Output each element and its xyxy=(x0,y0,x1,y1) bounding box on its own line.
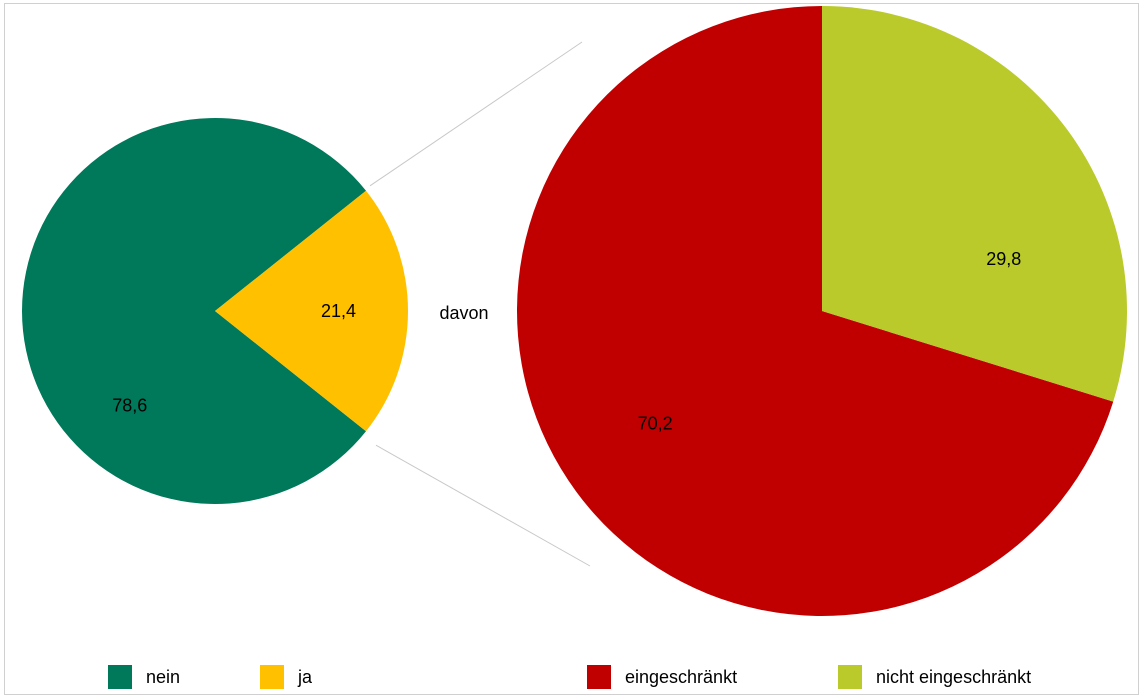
legend-label-nicht-eingeschraenkt: nicht eingeschränkt xyxy=(876,666,1032,687)
legend-swatch-nein xyxy=(108,665,132,689)
legend-swatch-ja xyxy=(260,665,284,689)
legend-swatch-nicht-eingeschraenkt xyxy=(838,665,862,689)
data-label-ja: 21,4 xyxy=(321,301,356,321)
data-label-nein: 78,6 xyxy=(112,396,147,416)
legend-label-nein: nein xyxy=(146,666,181,687)
legend-label-eingeschraenkt: eingeschränkt xyxy=(625,666,738,687)
data-label-nicht-eingeschraenkt: 29,8 xyxy=(986,249,1021,269)
legend-item-nicht-eingeschraenkt: nicht eingeschränkt xyxy=(838,665,1031,689)
legend-item-ja: ja xyxy=(260,665,312,689)
connector-label: davon xyxy=(439,303,488,323)
legend-swatch-eingeschraenkt xyxy=(587,665,611,689)
data-label-eingeschraenkt: 70,2 xyxy=(638,414,673,434)
legend-item-eingeschraenkt: eingeschränkt xyxy=(587,665,737,689)
slice-ja xyxy=(215,190,409,432)
connector-line-top xyxy=(369,41,583,187)
legend-item-nein: nein xyxy=(108,665,180,689)
connector-line-bottom xyxy=(375,444,591,567)
slice-eingeschraenkt xyxy=(516,6,1114,616)
slice-nein xyxy=(22,117,367,505)
slice-nicht-eingeschraenkt xyxy=(822,6,1127,402)
legend-label-ja: ja xyxy=(298,666,313,687)
